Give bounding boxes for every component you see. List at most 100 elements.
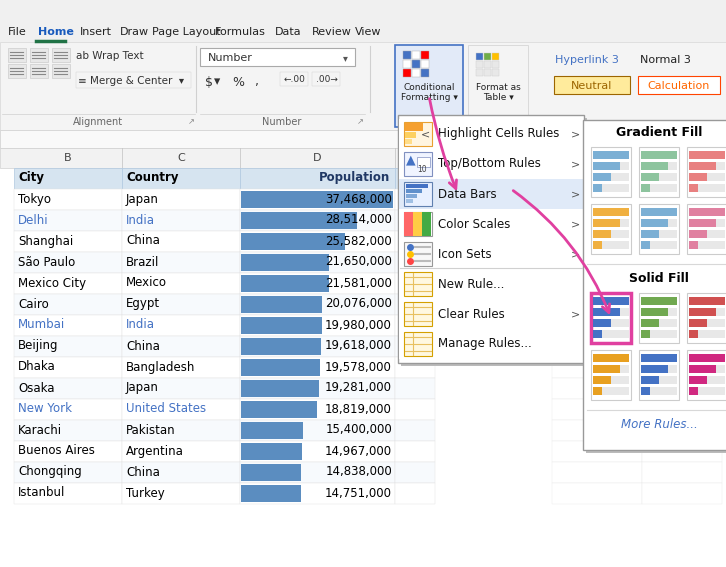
Text: India: India [126,319,155,332]
Text: View: View [355,27,381,37]
Text: Hyperlink 3: Hyperlink 3 [555,55,619,65]
Bar [611,230,629,238]
Bar [395,189,435,210]
Bar [404,182,432,206]
Text: Format as: Format as [476,83,521,91]
Bar [620,308,629,316]
Text: D: D [313,153,321,163]
Bar [122,420,240,441]
Bar [240,357,395,378]
Bar [122,231,240,252]
Text: Japan: Japan [126,382,159,395]
Bar [586,123,726,453]
Bar [668,162,677,170]
Bar [642,168,722,189]
Bar [412,69,420,77]
Text: More Rules...: More Rules... [621,417,698,430]
Bar [689,162,716,170]
Bar [395,378,435,399]
Bar [241,317,322,334]
Text: Top/Bottom Rules: Top/Bottom Rules [438,158,541,171]
Bar [476,61,483,68]
Bar [593,162,620,170]
Bar [14,168,122,189]
Bar [552,315,642,336]
Bar [650,241,677,249]
Bar [492,69,499,76]
Bar [642,294,722,315]
Bar [122,441,240,462]
Bar [484,61,491,68]
Bar [241,485,301,502]
Bar [241,296,322,313]
Bar [404,122,432,146]
Bar [689,151,725,159]
Text: Formatting ▾: Formatting ▾ [401,92,457,101]
Bar [639,204,679,254]
Text: 19,980,000: 19,980,000 [325,319,392,332]
Bar [641,354,677,362]
Text: Mumbai: Mumbai [18,319,65,332]
Bar [639,350,679,400]
Bar [716,308,725,316]
Bar [698,387,725,395]
Bar [641,173,659,181]
Bar [552,189,642,210]
Text: 28,514,000: 28,514,000 [325,214,392,226]
Bar [52,48,70,62]
Bar [404,272,432,296]
Bar [641,387,650,395]
Bar [406,184,428,188]
Text: 20,076,000: 20,076,000 [325,298,392,311]
Bar [602,241,629,249]
Bar [689,376,707,384]
Bar [14,483,122,504]
Bar [122,210,240,231]
Bar [395,231,435,252]
Bar [395,357,435,378]
Text: 25,582,000: 25,582,000 [325,235,392,248]
Bar [395,420,435,441]
Bar [417,157,430,167]
Bar [659,173,677,181]
Bar [421,69,429,77]
Bar [641,330,650,338]
Bar [14,231,122,252]
Text: B: B [64,153,72,163]
Bar [395,483,435,504]
Bar [406,199,413,203]
Bar [639,147,679,197]
Bar [403,69,411,77]
Text: >: > [571,159,581,169]
Text: 14,967,000: 14,967,000 [325,445,392,458]
Text: Neutral: Neutral [571,81,613,91]
Text: Data Bars: Data Bars [438,188,497,201]
Bar [552,462,642,483]
Text: São Paulo: São Paulo [18,256,76,269]
Bar [593,354,629,362]
Bar [0,148,726,567]
Bar [401,118,587,366]
Bar [0,0,726,20]
Bar [240,273,395,294]
Text: Color Scales: Color Scales [438,218,510,231]
Bar [554,76,630,94]
Bar [413,212,422,236]
Bar [406,189,422,193]
Text: Population: Population [319,171,390,184]
Text: ab⁠ Wrap Text: ab⁠ Wrap Text [76,51,144,61]
Text: J: J [680,153,684,163]
Bar [593,208,629,216]
Bar [476,53,483,60]
Text: Mexico City: Mexico City [18,277,86,290]
Bar [122,273,240,294]
Bar [14,462,122,483]
Bar [593,230,611,238]
Bar [698,330,725,338]
Bar [395,210,435,231]
Bar [591,350,631,400]
Bar [668,219,677,227]
Text: C: C [177,153,185,163]
Text: ▾: ▾ [343,53,348,63]
Bar [484,53,491,60]
